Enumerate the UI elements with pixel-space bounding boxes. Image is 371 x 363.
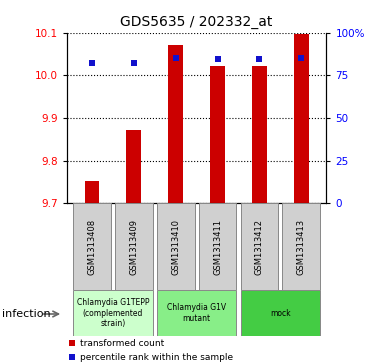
Bar bbox=[210, 66, 225, 203]
Text: GSM1313413: GSM1313413 bbox=[297, 219, 306, 275]
Bar bbox=[127, 130, 141, 203]
Text: mock: mock bbox=[270, 309, 291, 318]
Bar bbox=[157, 290, 236, 336]
Bar bbox=[241, 290, 320, 336]
Text: GSM1313412: GSM1313412 bbox=[255, 219, 264, 275]
Text: percentile rank within the sample: percentile rank within the sample bbox=[80, 352, 233, 362]
Bar bbox=[73, 290, 152, 336]
Bar bbox=[199, 203, 236, 290]
Bar bbox=[115, 203, 152, 290]
Bar bbox=[252, 66, 267, 203]
Bar bbox=[294, 33, 309, 203]
Bar bbox=[73, 203, 111, 290]
Bar bbox=[241, 203, 278, 290]
Text: GSM1313409: GSM1313409 bbox=[129, 219, 138, 275]
Bar bbox=[168, 45, 183, 203]
Bar bbox=[157, 203, 194, 290]
Bar bbox=[85, 181, 99, 203]
Title: GDS5635 / 202332_at: GDS5635 / 202332_at bbox=[121, 15, 273, 29]
Text: infection: infection bbox=[2, 309, 50, 319]
Text: GSM1313408: GSM1313408 bbox=[88, 219, 96, 275]
Text: GSM1313410: GSM1313410 bbox=[171, 219, 180, 275]
Text: transformed count: transformed count bbox=[80, 339, 164, 348]
Text: GSM1313411: GSM1313411 bbox=[213, 219, 222, 275]
Bar bbox=[282, 203, 320, 290]
Text: Chlamydia G1V
mutant: Chlamydia G1V mutant bbox=[167, 303, 226, 323]
Text: Chlamydia G1TEPP
(complemented
strain): Chlamydia G1TEPP (complemented strain) bbox=[76, 298, 149, 328]
